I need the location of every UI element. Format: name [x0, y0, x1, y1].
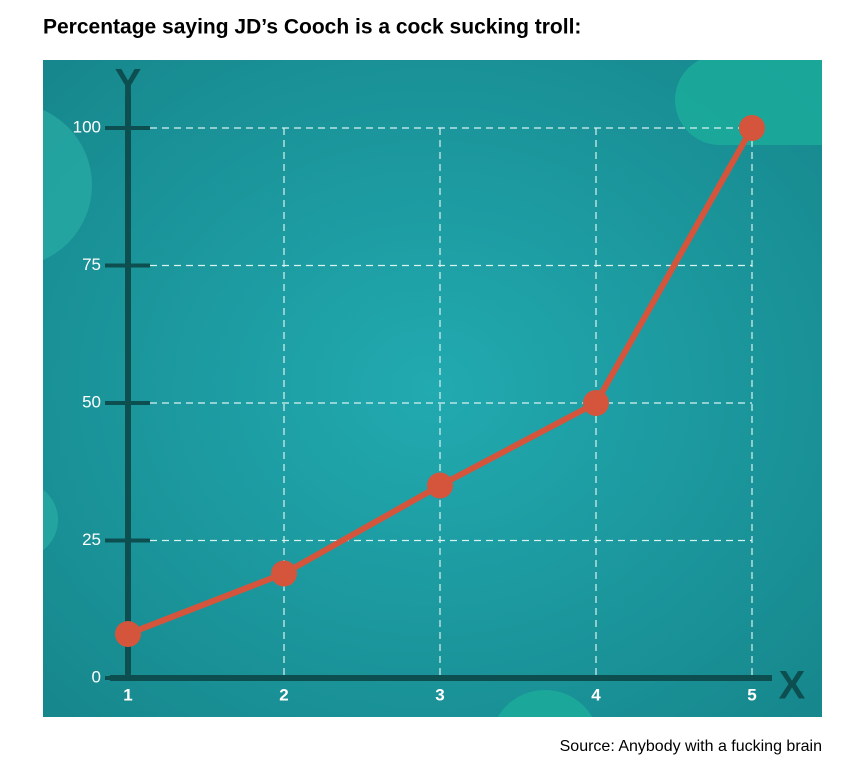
- blob: [497, 690, 593, 717]
- plot-background: [43, 60, 822, 717]
- y-tick-label: 75: [82, 255, 101, 274]
- x-axis-label: X: [779, 664, 806, 708]
- x-tick-label: 4: [591, 685, 601, 704]
- chart-title: Percentage saying JD’s Cooch is a cock s…: [43, 16, 581, 39]
- decoration: [43, 60, 822, 717]
- y-tick-label: 50: [82, 392, 101, 411]
- data-point: [739, 115, 765, 141]
- blob: [43, 489, 58, 551]
- marks: [115, 115, 765, 647]
- x-tick-label: 1: [123, 685, 132, 704]
- y-tick-label: 100: [73, 117, 101, 136]
- data-point: [271, 560, 297, 587]
- y-tick-label: 25: [82, 530, 101, 549]
- source-note: Source: Anybody with a fucking brain: [560, 738, 822, 755]
- y-axis-label: Y: [115, 62, 142, 106]
- data-point: [427, 472, 453, 499]
- axes: 0 25 50 75 100 1 2 3 4 5: [73, 95, 772, 704]
- data-point: [583, 390, 609, 416]
- x-tick-label: 5: [747, 685, 756, 704]
- x-tick-label: 3: [435, 685, 444, 704]
- y-tick-label: 0: [92, 667, 101, 686]
- x-tick-label: 2: [279, 685, 288, 704]
- blob: [43, 109, 92, 261]
- blob: [675, 60, 822, 145]
- data-point: [115, 621, 141, 647]
